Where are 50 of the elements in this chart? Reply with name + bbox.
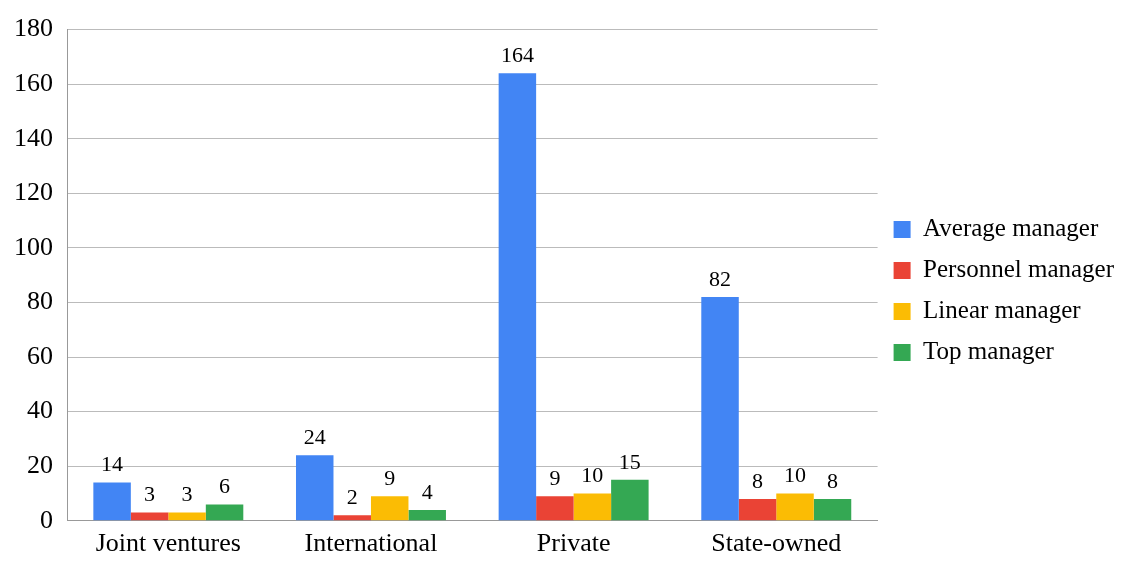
bar bbox=[813, 498, 852, 521]
bar bbox=[333, 515, 371, 521]
legend-label: Linear manager bbox=[923, 296, 1082, 324]
legend-label: Average manager bbox=[923, 214, 1099, 242]
x-tick-label: Joint ventures bbox=[95, 528, 241, 558]
data-label: 8 bbox=[752, 467, 764, 493]
bar bbox=[295, 455, 334, 521]
data-label: 9 bbox=[384, 465, 396, 491]
y-tick-label: 120 bbox=[14, 177, 53, 207]
x-tick-label: Private bbox=[536, 528, 611, 558]
x-tick-label: State-owned bbox=[711, 528, 842, 558]
data-label: 24 bbox=[303, 424, 326, 450]
bar bbox=[93, 482, 131, 521]
y-tick-label: 20 bbox=[27, 450, 53, 480]
data-label: 3 bbox=[181, 481, 193, 507]
legend-label: Top manager bbox=[923, 337, 1055, 365]
bar bbox=[536, 496, 574, 521]
bar bbox=[776, 493, 814, 521]
legend-label: Personnel manager bbox=[923, 255, 1115, 283]
data-label: 2 bbox=[346, 484, 358, 510]
bar bbox=[611, 479, 649, 521]
data-label: 82 bbox=[709, 265, 732, 291]
bar bbox=[573, 493, 612, 521]
bar bbox=[205, 504, 244, 521]
data-label: 8 bbox=[827, 467, 838, 493]
y-tick-label: 160 bbox=[14, 68, 53, 98]
bar bbox=[408, 509, 446, 521]
y-tick-label: 60 bbox=[27, 340, 53, 370]
y-tick-label: 180 bbox=[14, 13, 53, 43]
data-label: 10 bbox=[784, 462, 807, 488]
y-tick-label: 0 bbox=[40, 504, 53, 534]
bar bbox=[370, 496, 409, 521]
data-label: 9 bbox=[549, 465, 561, 491]
bar bbox=[738, 498, 777, 521]
bar bbox=[498, 73, 537, 521]
data-label: 3 bbox=[144, 481, 156, 507]
data-label: 6 bbox=[219, 473, 231, 499]
data-label: 164 bbox=[500, 42, 534, 68]
data-label: 4 bbox=[421, 478, 433, 504]
bar bbox=[130, 512, 169, 521]
y-tick-label: 100 bbox=[14, 231, 53, 261]
y-tick-label: 140 bbox=[14, 122, 53, 152]
data-label: 10 bbox=[581, 462, 604, 488]
x-tick-label: International bbox=[304, 528, 438, 558]
bar bbox=[168, 512, 206, 521]
y-tick-label: 40 bbox=[27, 395, 53, 425]
y-tick-label: 80 bbox=[27, 286, 53, 316]
bar bbox=[701, 297, 739, 521]
data-label: 14 bbox=[101, 451, 124, 477]
data-label: 15 bbox=[618, 448, 641, 474]
